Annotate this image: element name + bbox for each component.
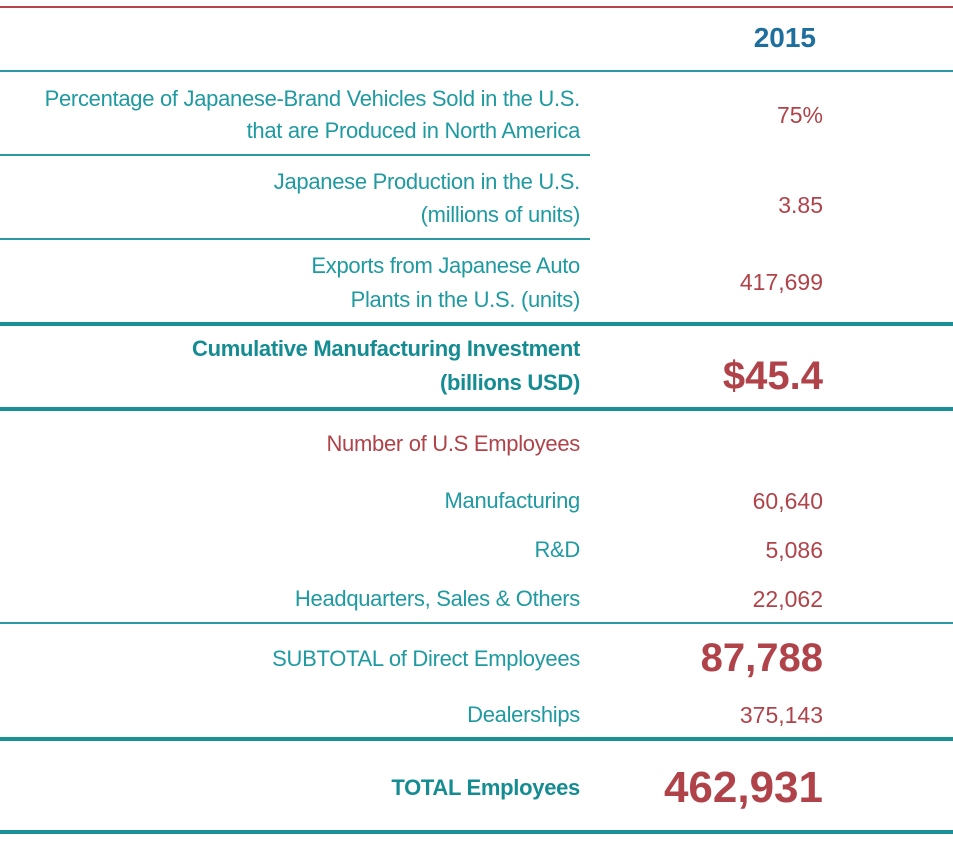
investment-value: $45.4 [722,354,823,398]
exports-label-line2: Plants in the U.S. (units) [350,287,581,312]
subtotal-divider [0,622,953,624]
header-divider [0,70,953,72]
production-value: 3.85 [778,192,823,218]
row-divider [0,238,590,240]
total-value: 462,931 [663,763,823,812]
dealerships-label: Dealerships [467,702,580,727]
total-divider [0,737,953,741]
rnd-label: R&D [534,537,580,562]
dealerships-value: 375,143 [739,702,823,728]
investment-label-line2: (billions USD) [439,370,580,395]
rnd-value: 5,086 [765,537,823,563]
exports-label-line1: Exports from Japanese Auto [311,253,580,278]
hq-value: 22,062 [752,586,823,612]
subtotal-value: 87,788 [700,636,823,680]
manufacturing-value: 60,640 [752,488,823,514]
bottom-divider [0,830,953,834]
investment-label-line1: Cumulative Manufacturing Investment [191,336,580,361]
manufacturing-label: Manufacturing [444,488,580,513]
pct-label-line1: Percentage of Japanese-Brand Vehicles So… [44,86,581,111]
top-divider [0,6,953,8]
pct-value: 75% [776,102,823,128]
subtotal-label: SUBTOTAL of Direct Employees [272,646,580,671]
section-divider [0,322,953,326]
total-label: TOTAL Employees [391,775,580,800]
exports-value: 417,699 [739,269,823,295]
row-divider [0,154,590,156]
production-label-line1: Japanese Production in the U.S. [273,169,581,194]
employees-heading: Number of U.S Employees [326,431,580,456]
pct-label-line2: that are Produced in North America [246,118,581,143]
production-label-line2: (millions of units) [420,202,581,227]
section-divider [0,407,953,411]
hq-label: Headquarters, Sales & Others [294,586,580,611]
year-header: 2015 [753,22,816,53]
